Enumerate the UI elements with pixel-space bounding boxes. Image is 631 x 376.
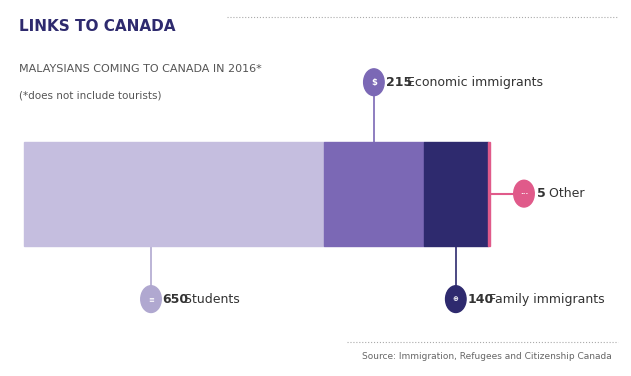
Bar — [324, 142, 423, 246]
Text: Other: Other — [545, 187, 585, 200]
Text: 5: 5 — [537, 187, 546, 200]
Text: Students: Students — [180, 293, 240, 306]
Ellipse shape — [363, 69, 384, 96]
Text: Economic immigrants: Economic immigrants — [403, 76, 543, 89]
Text: 140: 140 — [468, 293, 493, 306]
Text: 215: 215 — [386, 76, 412, 89]
Text: MALAYSIANS COMING TO CANADA IN 2016*: MALAYSIANS COMING TO CANADA IN 2016* — [19, 64, 262, 74]
Text: LINKS TO CANADA: LINKS TO CANADA — [19, 19, 175, 34]
Text: Family immigrants: Family immigrants — [485, 293, 604, 306]
Ellipse shape — [445, 286, 466, 312]
Text: $: $ — [371, 78, 377, 87]
Text: (*does not include tourists): (*does not include tourists) — [19, 90, 162, 100]
Bar — [488, 142, 490, 246]
Text: ⊕: ⊕ — [453, 296, 459, 302]
Text: ···: ··· — [520, 191, 528, 197]
Text: 650: 650 — [163, 293, 189, 306]
Text: ≡: ≡ — [148, 296, 154, 302]
Ellipse shape — [141, 286, 162, 312]
Bar — [423, 142, 488, 246]
Text: Source: Immigration, Refugees and Citizenship Canada: Source: Immigration, Refugees and Citize… — [362, 352, 612, 361]
Bar — [25, 142, 324, 246]
Ellipse shape — [514, 180, 534, 207]
